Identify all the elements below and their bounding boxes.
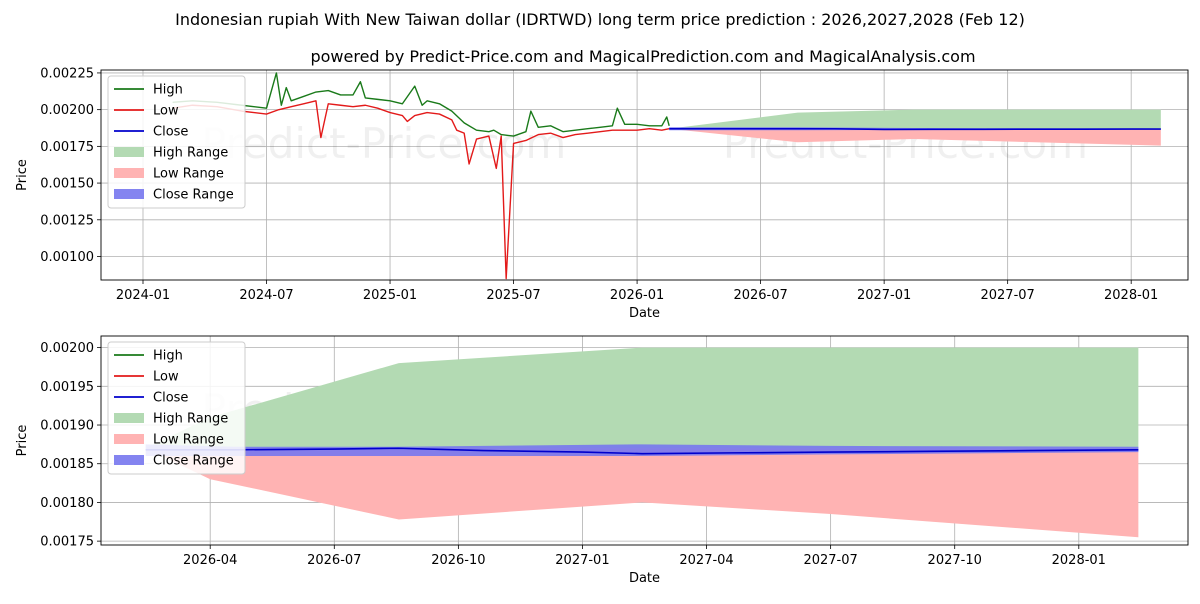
- x-tick-label: 2025-01: [363, 288, 417, 303]
- high-range-band: [145, 347, 1139, 449]
- y-tick-label: 0.00180: [40, 496, 94, 511]
- y-axis-title: Price: [15, 159, 30, 191]
- y-tick-label: 0.00100: [40, 250, 94, 265]
- chart-title: Indonesian rupiah With New Taiwan dollar…: [175, 10, 1025, 29]
- legend-swatch-high-range: [114, 413, 144, 423]
- plot-frame: [100, 69, 1189, 281]
- x-tick-label: 2024-01: [116, 288, 170, 303]
- legend-label: Close Range: [153, 454, 234, 469]
- legend-label: High: [153, 349, 183, 364]
- plot-area: [172, 72, 1161, 280]
- x-tick-label: 2027-07: [803, 553, 857, 568]
- x-tick-label: 2027-01: [555, 553, 609, 568]
- x-tick-label: 2026-10: [431, 553, 485, 568]
- x-tick-label: 2025-07: [486, 288, 540, 303]
- y-tick-label: 0.00150: [40, 177, 94, 192]
- y-tick-label: 0.00190: [40, 419, 94, 434]
- x-tick-label: 2028-01: [1104, 288, 1158, 303]
- top-panel: 2024-01 2024-07 2025-01 2025-07 2026-01 2026-…: [15, 66, 1189, 321]
- high-series-line: [172, 72, 670, 137]
- legend-label: High Range: [153, 412, 228, 427]
- legend-swatch-close-range: [114, 189, 144, 199]
- legend-swatch-close-range: [114, 455, 144, 465]
- close-range-band: [145, 444, 1139, 456]
- x-tick-label: 2024-07: [239, 288, 293, 303]
- legend-label: Low: [153, 104, 179, 119]
- legend-label: Low: [153, 370, 179, 385]
- y-tick-label: 0.00125: [40, 213, 94, 228]
- y-tick-label: 0.00200: [40, 103, 94, 118]
- high-range-band: [669, 109, 1161, 129]
- close-series-line: [669, 127, 1161, 131]
- x-tick-label: 2027-01: [857, 288, 911, 303]
- legend-label: Close: [153, 125, 188, 140]
- legend-swatch-low-range: [114, 434, 144, 444]
- plot-area: [145, 347, 1139, 538]
- x-tick-label: 2027-10: [928, 553, 982, 568]
- legend-label: Close Range: [153, 188, 234, 203]
- low-range-band: [669, 128, 1161, 146]
- low-series-line: [172, 100, 670, 280]
- legend-swatch-high-range: [114, 147, 144, 157]
- y-tick-label: 0.00195: [40, 380, 94, 395]
- y-tick-label: 0.00200: [40, 341, 94, 356]
- legend-swatch-low-range: [114, 168, 144, 178]
- legend-label: High: [153, 83, 183, 98]
- legend-label: High Range: [153, 146, 228, 161]
- y-axis-title: Price: [15, 425, 30, 457]
- x-tick-label: 2027-07: [980, 288, 1034, 303]
- x-tick-label: 2027-04: [679, 553, 733, 568]
- x-tick-label: 2028-01: [1052, 553, 1106, 568]
- y-tick-label: 0.00225: [40, 66, 94, 81]
- x-axis-title: Date: [629, 306, 660, 321]
- bottom-panel: 2026-04 2026-07 2026-10 2027-01 2027-04 2027-…: [15, 335, 1189, 586]
- x-tick-label: 2026-01: [610, 288, 664, 303]
- y-tick-label: 0.00175: [40, 140, 94, 155]
- low-range-band: [145, 448, 1139, 538]
- watermark-text: Predict-Price.com: [201, 119, 566, 168]
- legend-label: Low Range: [153, 167, 224, 182]
- close-series-line: [145, 447, 1139, 455]
- plot-frame: [100, 335, 1189, 546]
- legend-label: Low Range: [153, 433, 224, 448]
- x-tick-label: 2026-07: [307, 553, 361, 568]
- chart-subtitle: powered by Predict-Price.com and Magical…: [310, 47, 975, 66]
- legend-label: Close: [153, 391, 188, 406]
- x-tick-label: 2026-07: [733, 288, 787, 303]
- x-tick-label: 2026-04: [183, 553, 237, 568]
- y-tick-label: 0.00175: [40, 535, 94, 550]
- y-tick-label: 0.00185: [40, 457, 94, 472]
- x-axis-title: Date: [629, 571, 660, 586]
